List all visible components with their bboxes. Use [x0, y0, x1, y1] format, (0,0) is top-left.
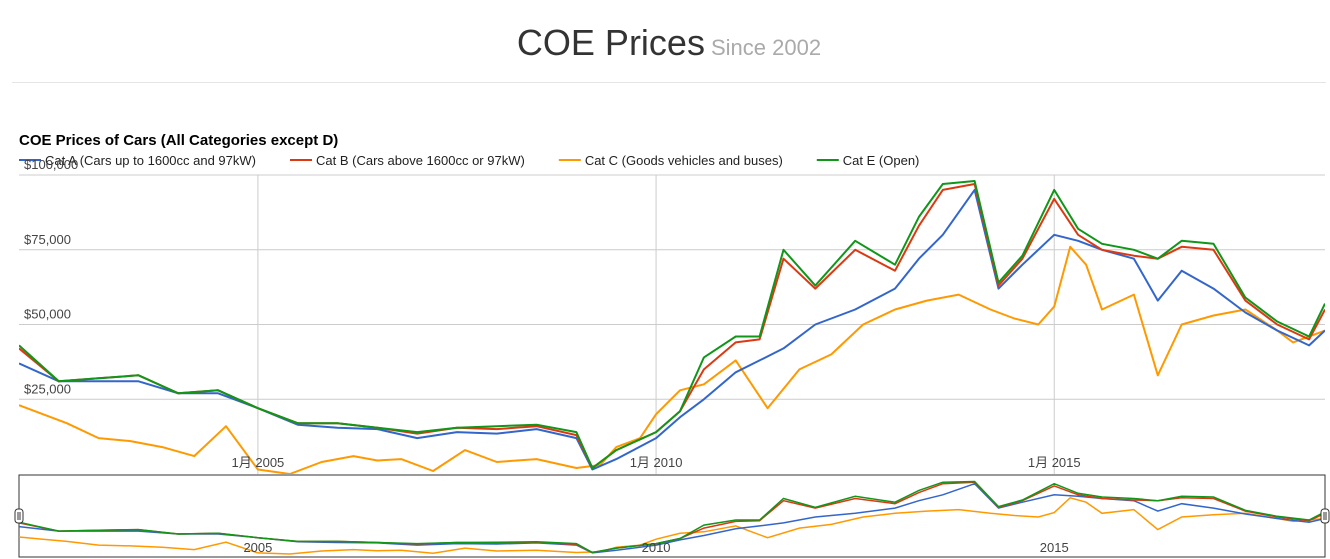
- navigator-series-4: [18, 480, 1326, 554]
- plot-area: [19, 180, 1325, 474]
- navigator-left-handle[interactable]: [14, 508, 24, 524]
- series-line-4: [19, 180, 1325, 469]
- legend-label: Cat C (Goods vehicles and buses): [585, 153, 783, 168]
- legend-label: Cat E (Open): [843, 153, 920, 168]
- legend-item-1[interactable]: Cat A (Cars up to 1600cc and 97kW): [19, 153, 256, 168]
- grid: [19, 174, 1325, 474]
- x-tick-label: 1月 2010: [630, 455, 683, 470]
- legend-item-3[interactable]: Cat C (Goods vehicles and buses): [558, 153, 783, 168]
- y-tick-label: $50,000: [24, 307, 71, 322]
- y-tick-label: $25,000: [24, 381, 71, 396]
- x-axis: 1月 2005 1月 2010 1月 2015: [232, 455, 1081, 470]
- page-title: COE Prices Since 2002: [12, 0, 1326, 64]
- page-header: COE Prices Since 2002: [12, 0, 1326, 83]
- range-navigator[interactable]: 2005 2010 2015: [14, 474, 1330, 558]
- navigator-right-handle[interactable]: [1320, 508, 1330, 524]
- y-tick-label: $75,000: [24, 232, 71, 247]
- legend: Cat A (Cars up to 1600cc and 97kW) Cat B …: [19, 153, 919, 168]
- navigator-frame[interactable]: [18, 474, 1326, 558]
- page-title-main: COE Prices: [516, 22, 705, 63]
- legend-label: Cat B (Cars above 1600cc or 97kW): [316, 153, 525, 168]
- y-tick-label: $100,000: [24, 157, 78, 172]
- navigator-x-label: 2015: [1040, 540, 1069, 555]
- navigator-x-label: 2005: [243, 540, 272, 555]
- series-line-1: [19, 188, 1325, 471]
- page-title-subtitle: Since 2002: [710, 35, 822, 60]
- chart-title: COE Prices of Cars (All Categories excep…: [19, 132, 338, 149]
- series-line-3: [19, 245, 1325, 474]
- x-tick-label: 1月 2005: [232, 455, 285, 470]
- navigator-x-label: 2010: [642, 540, 671, 555]
- legend-label: Cat A (Cars up to 1600cc and 97kW): [45, 153, 256, 168]
- x-tick-label: 1月 2015: [1028, 455, 1081, 470]
- y-axis: $25,000 $50,000 $75,000 $100,000: [24, 157, 78, 396]
- legend-item-2[interactable]: Cat B (Cars above 1600cc or 97kW): [290, 153, 525, 168]
- legend-item-4[interactable]: Cat E (Open): [816, 153, 920, 168]
